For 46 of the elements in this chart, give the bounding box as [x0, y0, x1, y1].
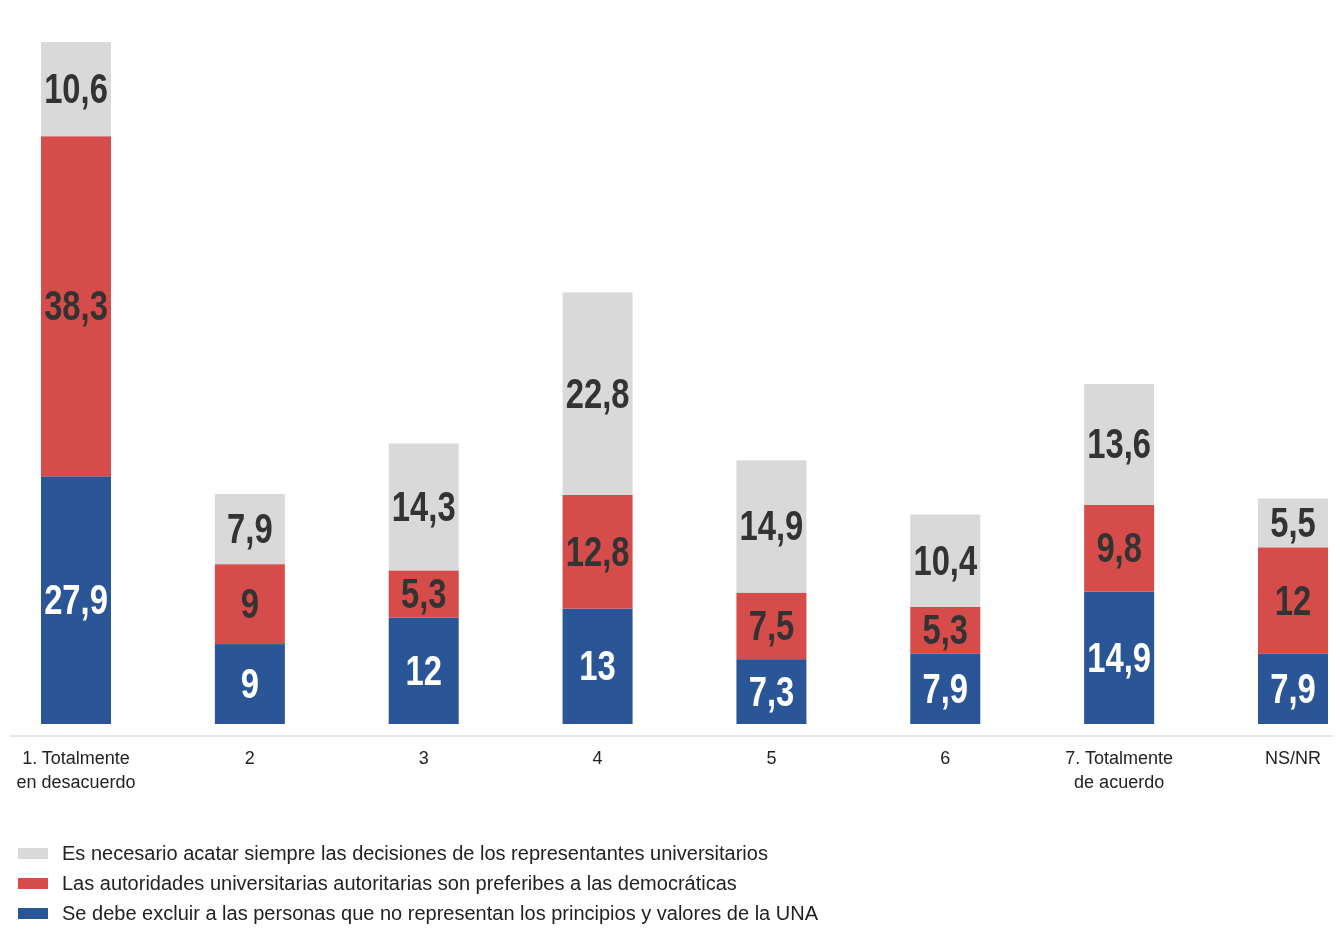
bar: [562, 292, 633, 495]
bar: [1084, 591, 1155, 724]
data-label: 7,9: [1270, 665, 1316, 712]
data-label: 5,3: [922, 606, 969, 654]
x-tick-label: 5: [766, 748, 777, 768]
data-label: 13: [579, 642, 616, 690]
data-label: 12: [405, 646, 442, 694]
data-label: 27,9: [44, 576, 108, 624]
x-tick-label: 6: [940, 748, 951, 768]
data-label: 9: [240, 580, 259, 628]
legend-label: Las autoridades universitarias autoritarias son preferibes a las democráticas: [62, 872, 737, 894]
data-label: 22,8: [565, 369, 630, 417]
bar: [41, 136, 111, 477]
data-label: 14,9: [739, 502, 804, 550]
legend-label: Es necesario acatar siempre las decisiones de los representantes universitarios: [62, 842, 768, 864]
data-label: 7,9: [227, 505, 273, 553]
data-label: 12,8: [565, 527, 630, 575]
data-label: 14,3: [391, 483, 456, 530]
bar: [562, 608, 633, 724]
data-label: 13,6: [1087, 420, 1152, 468]
bar: [214, 564, 285, 645]
bar: [1258, 547, 1328, 654]
legend-label: Se debe excluir a las personas que no representan los principios y valores de la UNA: [62, 902, 819, 924]
data-label: 9,8: [1096, 524, 1142, 572]
x-tick-label: NS/NR: [1264, 748, 1322, 768]
x-tick-label: 4: [592, 748, 603, 768]
data-label: 9: [240, 660, 259, 707]
bar: [214, 644, 285, 724]
data-label: 38,3: [44, 282, 108, 330]
data-label: 14,9: [1087, 633, 1152, 681]
x-tick-label: 3: [418, 748, 429, 768]
data-label: 7,5: [748, 601, 795, 649]
data-label: 10,4: [913, 536, 978, 584]
bar: [388, 443, 459, 571]
data-label: 7,3: [748, 667, 795, 715]
data-label: 7,9: [922, 665, 969, 712]
bar: [41, 476, 111, 724]
bar: [388, 617, 459, 724]
x-tick-label: 7. Totalmente de acuerdo: [1065, 748, 1174, 792]
data-label: 5,3: [400, 570, 447, 617]
x-tick-label: 1. Totalmente en desacuerdo: [16, 748, 136, 792]
data-label: 12: [1274, 576, 1312, 624]
x-tick-label: 2: [244, 748, 255, 768]
data-label: 10,6: [44, 65, 108, 113]
data-label: 5,5: [1270, 498, 1316, 546]
bar: [736, 460, 807, 593]
